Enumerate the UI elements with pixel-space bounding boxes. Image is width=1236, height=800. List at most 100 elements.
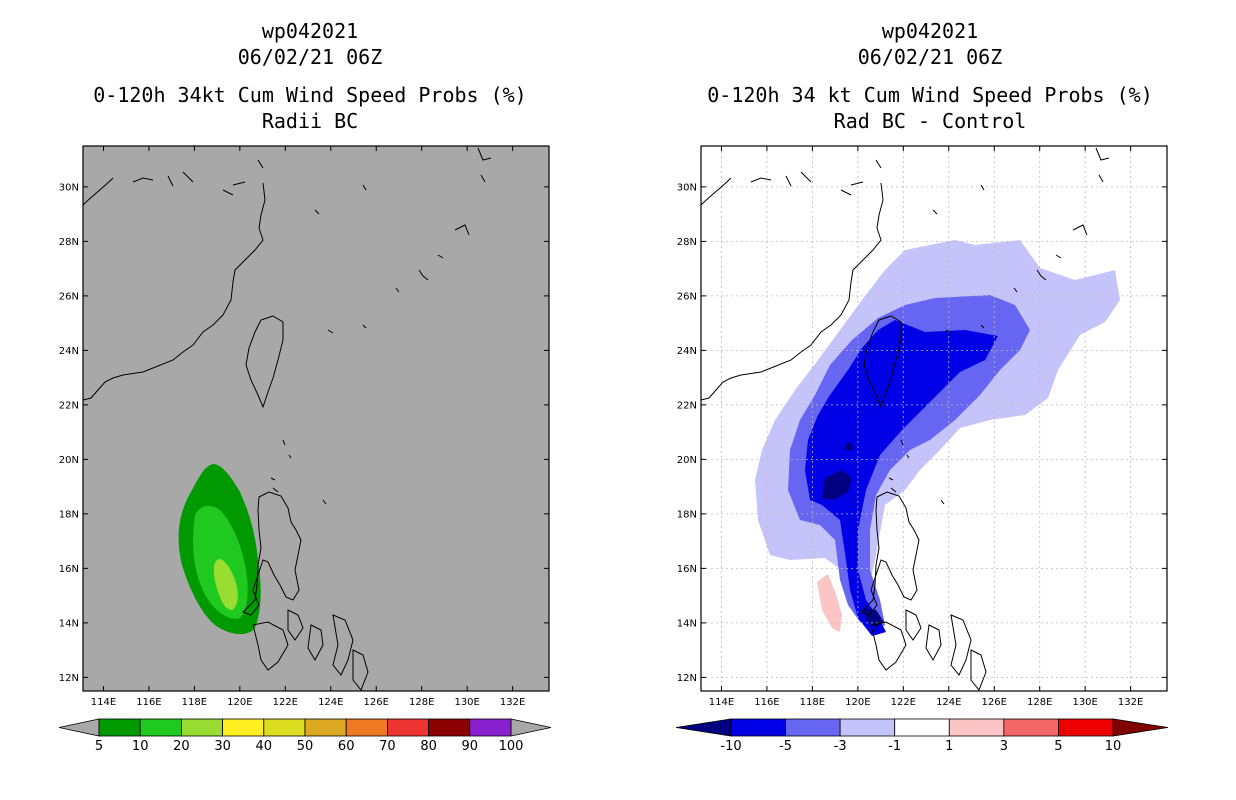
colorbar-swatch xyxy=(263,718,306,737)
colorbar-swatch xyxy=(730,718,786,737)
colorbar-label: -3 xyxy=(834,739,847,754)
y-tick-label: 26N xyxy=(59,291,79,302)
x-tick-label: 116E xyxy=(754,697,779,708)
left-storm-id: wp042021 xyxy=(261,19,359,43)
y-tick-label: 26N xyxy=(677,291,697,302)
right-x-axis: 114E 116E 118E 120E 122E 124E 126E 128E 130E 132E xyxy=(709,146,1143,708)
colorbar-label: 60 xyxy=(338,739,355,754)
colorbar-left-arrow xyxy=(675,718,732,737)
colorbar-label: 5 xyxy=(1054,739,1062,754)
left-title-block: wp042021 06/02/21 06Z 0-120h 34kt Cum Wi… xyxy=(60,18,560,134)
y-tick-label: 28N xyxy=(59,237,79,248)
colorbar-label: -1 xyxy=(888,739,901,754)
colorbar-swatch xyxy=(222,718,265,737)
colorbar-swatch xyxy=(894,718,950,737)
colorbar-swatch xyxy=(304,718,347,737)
colorbar-label: 10 xyxy=(1105,739,1122,754)
left-chart-title: 0-120h 34kt Cum Wind Speed Probs (%) xyxy=(93,83,527,107)
y-tick-label: 22N xyxy=(677,400,697,411)
x-tick-label: 130E xyxy=(1072,697,1097,708)
colorbar-left-arrow xyxy=(58,718,100,737)
colorbar-label: -5 xyxy=(779,739,792,754)
colorbar-label: 20 xyxy=(173,739,190,754)
colorbar-right-arrow xyxy=(1112,718,1169,737)
x-tick-label: 124E xyxy=(318,697,343,708)
colorbar-label: 1 xyxy=(945,739,953,754)
colorbar-label: 40 xyxy=(256,739,273,754)
right-map-panel: 114E 116E 118E 120E 122E 124E 126E 128E 130E 132E… xyxy=(677,145,1168,708)
left-map-panel: 114E 116E 118E 120E 122E 124E 126E 128E 130E 132E… xyxy=(59,145,550,708)
y-tick-label: 16N xyxy=(59,564,79,575)
colorbar-swatch xyxy=(948,718,1005,737)
right-storm-id: wp042021 xyxy=(881,19,979,43)
right-diff-1-3 xyxy=(817,574,842,632)
y-tick-label: 30N xyxy=(59,182,79,193)
y-tick-label: 14N xyxy=(677,618,697,629)
x-tick-label: 132E xyxy=(500,697,525,708)
x-tick-label: 132E xyxy=(1118,697,1143,708)
y-tick-label: 14N xyxy=(59,618,79,629)
right-chart-subtitle: Rad BC - Control xyxy=(833,109,1027,133)
colorbar-right-arrow xyxy=(510,718,552,737)
colorbar-label: 3 xyxy=(1000,739,1008,754)
x-tick-label: 128E xyxy=(409,697,434,708)
y-tick-label: 30N xyxy=(677,182,697,193)
y-tick-label: 28N xyxy=(677,237,697,248)
left-map-frame xyxy=(82,145,550,692)
left-colorbar: 5 10 20 30 40 50 60 70 80 90 100 xyxy=(58,718,552,754)
y-tick-label: 20N xyxy=(59,455,79,466)
x-tick-label: 122E xyxy=(891,697,916,708)
x-tick-label: 118E xyxy=(800,697,825,708)
colorbar-swatch xyxy=(345,718,388,737)
y-tick-label: 20N xyxy=(677,455,697,466)
x-tick-label: 120E xyxy=(227,697,252,708)
colorbar-label: 80 xyxy=(420,739,437,754)
y-tick-label: 22N xyxy=(59,400,79,411)
colorbar-swatch xyxy=(139,718,182,737)
colorbar-swatch xyxy=(1058,718,1114,737)
y-tick-label: 16N xyxy=(677,564,697,575)
y-tick-label: 24N xyxy=(677,346,697,357)
colorbar-label: 5 xyxy=(95,739,103,754)
right-chart-title: 0-120h 34 kt Cum Wind Speed Probs (%) xyxy=(707,83,1153,107)
y-tick-label: 24N xyxy=(59,346,79,357)
right-y-axis: 12N 14N 16N 18N 20N 22N 24N 26N 28N 30N xyxy=(677,182,1167,684)
x-tick-label: 124E xyxy=(936,697,961,708)
x-tick-label: 126E xyxy=(364,697,389,708)
right-title-block: wp042021 06/02/21 06Z 0-120h 34 kt Cum W… xyxy=(670,18,1190,134)
left-chart-subtitle: Radii BC xyxy=(261,109,359,133)
right-colorbar: -10 -5 -3 -1 1 3 5 10 xyxy=(675,718,1169,754)
y-tick-label: 18N xyxy=(677,509,697,520)
left-datetime: 06/02/21 06Z xyxy=(237,45,383,69)
colorbar-swatch xyxy=(839,718,896,737)
left-x-axis: 114E 116E 118E 120E 122E 124E 126E 128E 130E 132E xyxy=(91,146,525,708)
colorbar-swatch xyxy=(428,718,471,737)
left-map-background xyxy=(83,146,549,691)
colorbar-label: 30 xyxy=(214,739,231,754)
right-grid xyxy=(701,146,1167,691)
y-tick-label: 12N xyxy=(59,673,79,684)
x-tick-label: 128E xyxy=(1027,697,1052,708)
right-diff-below-minus10 xyxy=(845,442,853,451)
left-prob-20-30 xyxy=(213,559,238,610)
right-diff-minus10-minus5 xyxy=(805,320,998,636)
x-tick-label: 120E xyxy=(845,697,870,708)
colorbar-label: 70 xyxy=(379,739,396,754)
colorbar-swatch xyxy=(1003,718,1059,737)
right-diff-below-minus10 xyxy=(822,470,852,500)
y-tick-label: 12N xyxy=(677,673,697,684)
colorbar-label: 90 xyxy=(462,739,479,754)
colorbar-swatch xyxy=(98,718,141,737)
colorbar-swatch xyxy=(469,718,512,737)
right-map-frame xyxy=(700,145,1168,692)
left-y-axis: 12N 14N 16N 18N 20N 22N 24N 26N 28N 30N xyxy=(59,182,549,684)
y-tick-label: 18N xyxy=(59,509,79,520)
colorbar-label: 50 xyxy=(297,739,314,754)
x-tick-label: 126E xyxy=(982,697,1007,708)
x-tick-label: 130E xyxy=(454,697,479,708)
colorbar-label: 100 xyxy=(499,739,524,754)
colorbar-swatch xyxy=(386,718,429,737)
colorbar-swatch xyxy=(785,718,841,737)
x-tick-label: 114E xyxy=(91,697,116,708)
